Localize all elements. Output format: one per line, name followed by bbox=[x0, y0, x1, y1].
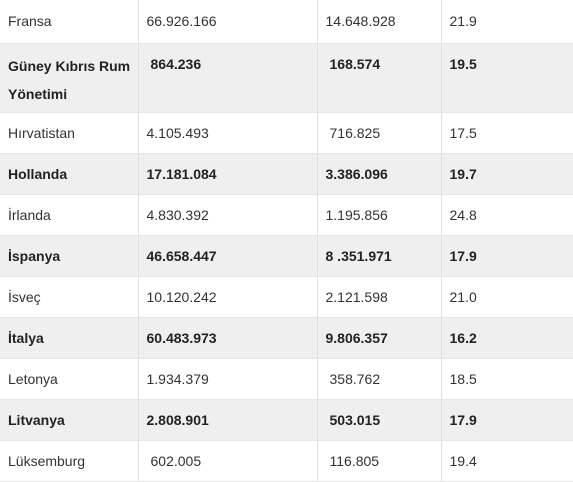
population-cell: 4.105.493 bbox=[138, 112, 318, 154]
country-cell: İspanya bbox=[0, 235, 139, 277]
table-row: İspanya 46.658.447 8 .351.971 17.9 bbox=[0, 235, 573, 277]
percent-cell: 16.2 bbox=[441, 317, 573, 359]
population-cell: 66.926.166 bbox=[138, 0, 318, 44]
percent-cell: 21.9 bbox=[441, 0, 573, 44]
elderly-population-cell: 716.825 bbox=[317, 112, 442, 154]
population-cell: 10.120.242 bbox=[138, 276, 318, 318]
country-cell: Güney Kıbrıs Rum Yönetimi bbox=[0, 43, 139, 113]
elderly-population-cell: 2.121.598 bbox=[317, 276, 442, 318]
elderly-population-cell: 503.015 bbox=[317, 399, 442, 441]
elderly-population-cell: 168.574 bbox=[317, 43, 442, 113]
percent-cell: 17.9 bbox=[441, 399, 573, 441]
elderly-population-cell: 14.648.928 bbox=[317, 0, 442, 44]
population-cell: 602.005 bbox=[138, 440, 318, 482]
country-cell: İrlanda bbox=[0, 194, 139, 236]
elderly-population-cell: 9.806.357 bbox=[317, 317, 442, 359]
percent-cell: 17.5 bbox=[441, 112, 573, 154]
percent-cell: 17.9 bbox=[441, 235, 573, 277]
country-cell: İsveç bbox=[0, 276, 139, 318]
table-row: Hollanda 17.181.084 3.386.096 19.7 bbox=[0, 153, 573, 195]
country-cell: Hollanda bbox=[0, 153, 139, 195]
percent-cell: 19.4 bbox=[441, 440, 573, 482]
population-cell: 1.934.379 bbox=[138, 358, 318, 400]
country-cell: Litvanya bbox=[0, 399, 139, 441]
percent-cell: 21.0 bbox=[441, 276, 573, 318]
percent-cell: 19.7 bbox=[441, 153, 573, 195]
population-cell: 4.830.392 bbox=[138, 194, 318, 236]
country-cell: İtalya bbox=[0, 317, 139, 359]
table-row: Litvanya 2.808.901 503.015 17.9 bbox=[0, 399, 573, 441]
elderly-population-cell: 8 .351.971 bbox=[317, 235, 442, 277]
country-cell: Lüksemburg bbox=[0, 440, 139, 482]
table-row: Hırvatistan 4.105.493 716.825 17.5 bbox=[0, 112, 573, 154]
country-cell: Fransa bbox=[0, 0, 139, 44]
country-cell: Hırvatistan bbox=[0, 112, 139, 154]
table-row: İsveç 10.120.242 2.121.598 21.0 bbox=[0, 276, 573, 318]
elderly-population-cell: 358.762 bbox=[317, 358, 442, 400]
elderly-population-cell: 1.195.856 bbox=[317, 194, 442, 236]
percent-cell: 19.5 bbox=[441, 43, 573, 113]
elderly-population-cell: 3.386.096 bbox=[317, 153, 442, 195]
table-row: Güney Kıbrıs Rum Yönetimi 864.236 168.57… bbox=[0, 43, 573, 113]
population-cell: 2.808.901 bbox=[138, 399, 318, 441]
table-row: Fransa 66.926.166 14.648.928 21.9 bbox=[0, 0, 573, 44]
percent-cell: 18.5 bbox=[441, 358, 573, 400]
population-cell: 864.236 bbox=[138, 43, 318, 113]
country-cell: Letonya bbox=[0, 358, 139, 400]
table-row: Lüksemburg 602.005 116.805 19.4 bbox=[0, 440, 573, 482]
population-cell: 17.181.084 bbox=[138, 153, 318, 195]
table-row: Letonya 1.934.379 358.762 18.5 bbox=[0, 358, 573, 400]
population-cell: 46.658.447 bbox=[138, 235, 318, 277]
percent-cell: 24.8 bbox=[441, 194, 573, 236]
table-row: İtalya 60.483.973 9.806.357 16.2 bbox=[0, 317, 573, 359]
table-row: İrlanda 4.830.392 1.195.856 24.8 bbox=[0, 194, 573, 236]
population-cell: 60.483.973 bbox=[138, 317, 318, 359]
elderly-population-cell: 116.805 bbox=[317, 440, 442, 482]
